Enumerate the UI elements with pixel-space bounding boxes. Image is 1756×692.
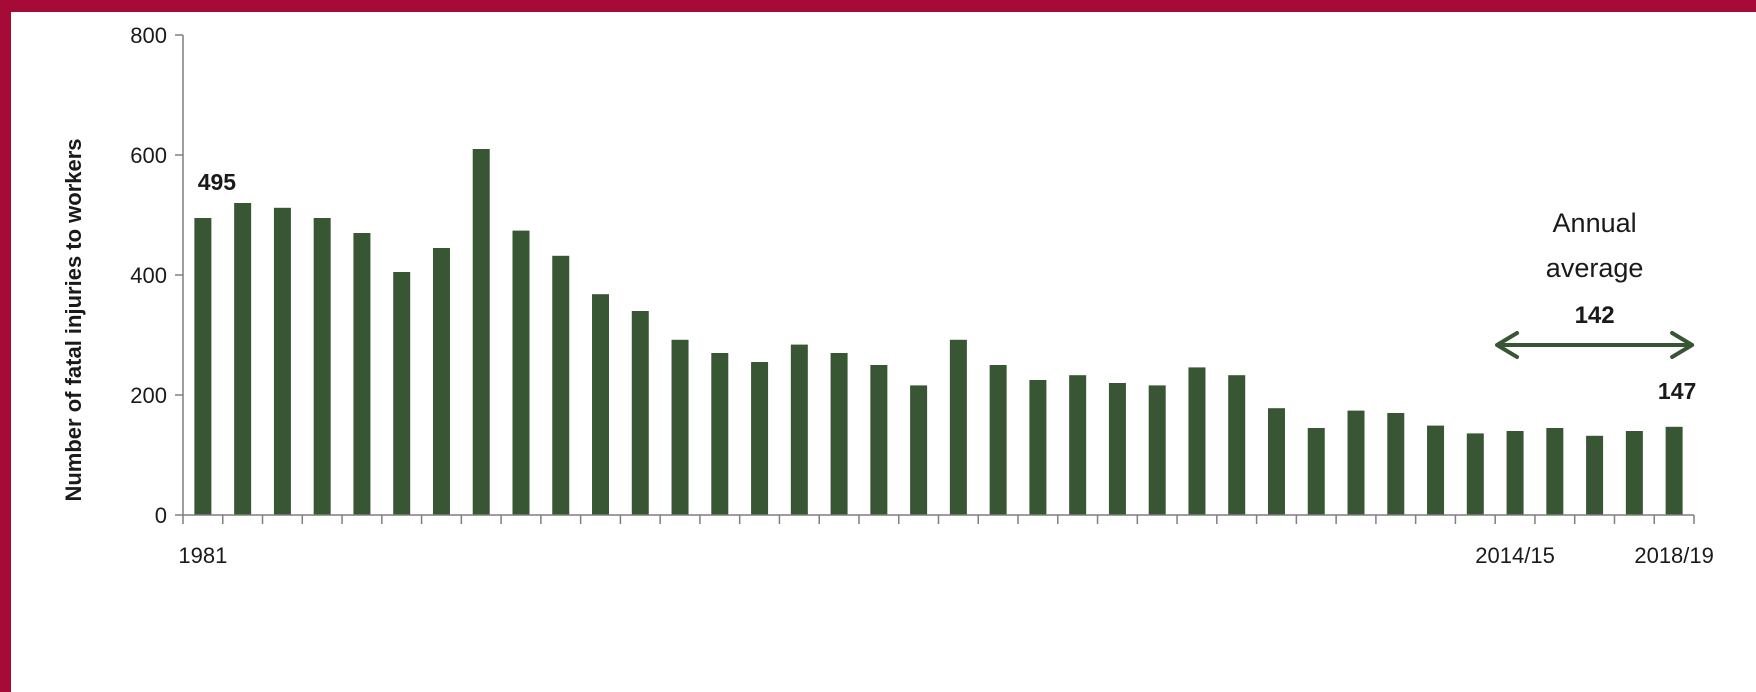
y-tick-label: 600 <box>130 143 167 168</box>
bar <box>1466 433 1484 515</box>
bar <box>989 365 1007 515</box>
x-tick-label: 1981 <box>178 543 227 568</box>
bar <box>1148 385 1166 515</box>
y-tick-label: 200 <box>130 383 167 408</box>
y-tick-label: 400 <box>130 263 167 288</box>
bar <box>671 339 689 515</box>
bar <box>1625 431 1643 515</box>
bar <box>1665 426 1683 515</box>
bar <box>631 311 649 515</box>
bar <box>1347 410 1365 515</box>
x-tick-label: 2014/15 <box>1475 543 1555 568</box>
bar <box>234 203 252 515</box>
bar <box>313 218 331 515</box>
bar <box>512 230 530 515</box>
annotation-line-2: average <box>1546 253 1644 283</box>
y-tick-label: 800 <box>130 23 167 48</box>
data-label: 147 <box>1658 378 1696 404</box>
bar <box>592 294 610 515</box>
bar <box>472 149 490 515</box>
bar <box>1188 367 1206 515</box>
bar <box>949 339 967 515</box>
bar <box>870 365 888 515</box>
bar <box>1506 431 1524 515</box>
bar <box>830 353 848 515</box>
annual-average-annotation: Annual average 142 <box>1495 208 1695 359</box>
y-axis-label: Number of fatal injuries to workers <box>61 138 86 501</box>
bar <box>273 207 291 516</box>
double-arrow-icon <box>1495 331 1695 359</box>
bar <box>1387 413 1405 515</box>
annotation-line-1: Annual <box>1553 208 1637 238</box>
bar <box>1029 380 1047 515</box>
bar <box>552 255 570 516</box>
bar <box>1586 435 1604 515</box>
bar <box>910 385 928 515</box>
bar <box>432 248 450 515</box>
y-ticks-group: 0 200 400 600 800 <box>130 23 183 528</box>
bar <box>790 344 808 515</box>
bars-group <box>194 149 1683 516</box>
data-labels-group: 495 147 <box>198 169 1697 404</box>
bar <box>353 233 371 515</box>
bar <box>1069 375 1087 515</box>
bar <box>1108 383 1126 515</box>
bar <box>711 353 729 515</box>
x-tick-label: 2018/19 <box>1634 543 1714 568</box>
bar <box>751 362 769 515</box>
data-label: 495 <box>198 169 237 195</box>
bar <box>1307 428 1325 515</box>
bar <box>393 272 411 515</box>
bar <box>194 218 212 515</box>
annotation-value: 142 <box>1575 302 1615 329</box>
x-ticks-group: 1981 2014/15 2018/19 <box>178 515 1714 568</box>
bar <box>1546 428 1564 515</box>
y-tick-label: 0 <box>155 503 167 528</box>
bar <box>1267 408 1285 515</box>
bar <box>1427 425 1445 515</box>
bar <box>1228 375 1246 515</box>
